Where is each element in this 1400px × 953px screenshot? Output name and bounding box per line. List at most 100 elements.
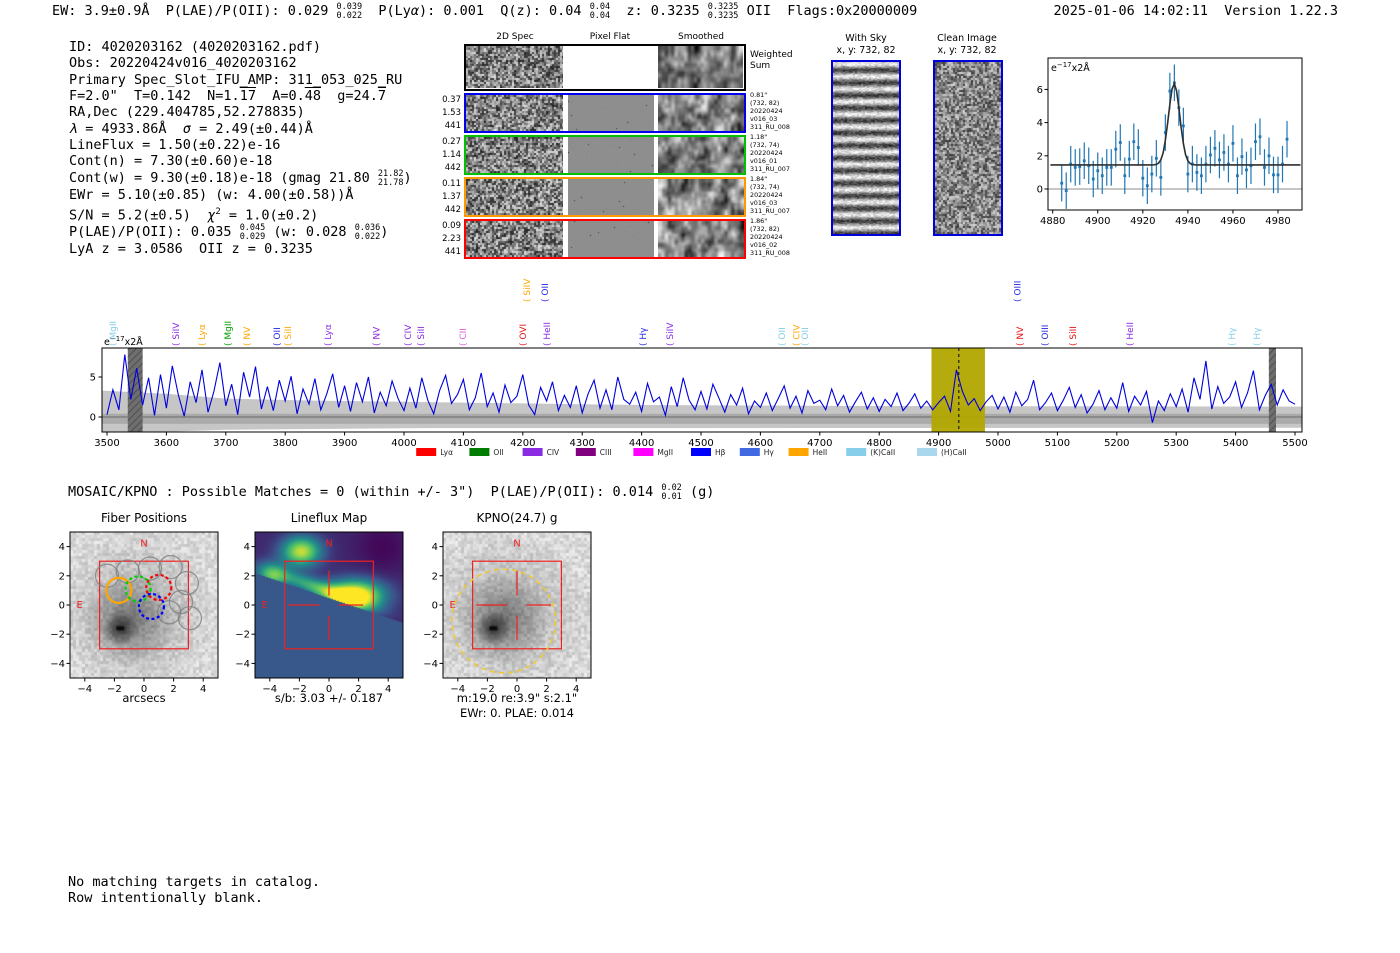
line-id-label: ( SiII xyxy=(417,326,427,346)
svg-text:4980: 4980 xyxy=(1265,216,1290,227)
fiber-row-details: 1.86" (732, 82) 20220424 v016_02 311_RU_008 xyxy=(750,217,790,257)
svg-text:0: 0 xyxy=(141,684,147,695)
fiber-pixel-flat-image xyxy=(568,221,654,257)
svg-text:4920: 4920 xyxy=(1130,216,1155,227)
svg-text:3600: 3600 xyxy=(154,438,179,449)
svg-text:4960: 4960 xyxy=(1220,216,1245,227)
line-id-label: ( OII xyxy=(541,283,551,302)
fiber_positions-image xyxy=(70,532,218,678)
compass-north-label: N xyxy=(325,539,332,550)
fiber-row-details: 1.18" (732, 74) 20220424 v016_01 311_RU_007 xyxy=(750,133,790,173)
svg-text:2: 2 xyxy=(1037,151,1043,162)
fiber-smoothed-image xyxy=(658,179,744,215)
legend-label: Lyα xyxy=(440,448,453,457)
svg-text:−4: −4 xyxy=(50,659,65,670)
fiber-row-weights: 0.11 1.37 442 xyxy=(442,179,461,215)
svg-text:0: 0 xyxy=(59,601,65,612)
cutout-title: KPNO(24.7) g xyxy=(476,511,558,525)
compass-east-label: E xyxy=(76,600,82,611)
fiber-pixel-flat-image xyxy=(568,137,654,173)
spec2d-column-title: 2D Spec xyxy=(496,32,534,42)
fiber-smoothed-image xyxy=(658,95,744,131)
timestamp-version: 2025-01-06 14:02:11 Version 1.22.3 xyxy=(1053,3,1338,19)
svg-text:3900: 3900 xyxy=(332,438,357,449)
svg-text:3800: 3800 xyxy=(272,438,297,449)
catalog-footer: No matching targets in catalog. Row inten… xyxy=(68,874,320,906)
svg-text:4700: 4700 xyxy=(807,438,832,449)
svg-text:4800: 4800 xyxy=(866,438,891,449)
legend-swatch xyxy=(469,448,490,456)
spectrum-legend: Lyα OII CIV CIII MgII Hβ Hγ HeII (K)CaII (H)CaII xyxy=(416,448,967,457)
lineflux_map-image xyxy=(255,532,403,678)
svg-text:−2: −2 xyxy=(50,630,65,641)
svg-text:0: 0 xyxy=(432,601,438,612)
legend-label: MgII xyxy=(657,448,673,457)
legend-swatch xyxy=(846,448,867,456)
svg-text:2: 2 xyxy=(543,684,549,695)
footer-line: No matching targets in catalog. xyxy=(68,874,320,890)
svg-text:4900: 4900 xyxy=(1085,216,1110,227)
line-id-label: ( Hγ xyxy=(1228,327,1238,346)
sky-canvas xyxy=(833,62,899,234)
line-id-label: ( Lyα xyxy=(198,324,208,346)
svg-text:−2: −2 xyxy=(107,684,122,695)
svg-text:5: 5 xyxy=(90,373,96,384)
line-fit-inset-plot: 4880 4900 4920 4940 4960 4980 0 2 4 6 e−17x2Å xyxy=(1037,57,1303,227)
info-line: RA,Dec (229.404785,52.278835) xyxy=(69,104,305,121)
svg-text:4: 4 xyxy=(59,542,65,553)
extraction-box xyxy=(283,560,375,650)
fiber-circles xyxy=(94,554,203,631)
info-line: F=2.0" T=0.142 N=1.17 A=0.48 g=24.7 xyxy=(69,88,387,105)
cutout-overlay: −4 −2 0 2 4 −4 −2 0 2 4 N E xyxy=(50,531,219,695)
spec2d-weighted-row xyxy=(464,44,746,91)
svg-text:−2: −2 xyxy=(292,684,307,695)
info-line: EWr = 5.10(±0.85) (w: 4.00(±0.58))Å xyxy=(69,187,354,204)
fiber-row-weights: 0.09 2.23 441 xyxy=(442,221,461,257)
spectrum-axes: 3500 3600 3700 3800 3900 4000 4100 4200 4300 4400… xyxy=(90,373,1308,450)
line-id-label: ( OIII xyxy=(1041,325,1051,346)
line-id-label: ( OII xyxy=(778,327,788,346)
info-line: LyA z = 3.0586 OII z = 0.3235 xyxy=(69,241,313,258)
fiber-row-weights: 0.37 1.53 441 xyxy=(442,95,461,131)
line-id-label: ( SiII xyxy=(1069,326,1079,346)
line-id-label: ( SiIV xyxy=(666,322,676,346)
line-id-label: ( OVI xyxy=(519,324,529,346)
line-id-label: ( CIV xyxy=(793,324,803,346)
line-id-label: ( Hγ xyxy=(639,327,649,346)
legend-swatch xyxy=(416,448,437,456)
cutout-title: Fiber Positions xyxy=(100,511,188,525)
fiber-smoothed-image xyxy=(658,221,744,257)
legend-swatch xyxy=(575,448,596,456)
svg-text:4: 4 xyxy=(200,684,206,695)
info-line: λ = 4933.86Å σ = 2.49(±0.44)Å xyxy=(69,120,313,137)
extraction-box xyxy=(471,560,563,650)
svg-text:5200: 5200 xyxy=(1104,438,1129,449)
line-id-label: ( CII xyxy=(459,328,469,346)
svg-text:5500: 5500 xyxy=(1282,438,1307,449)
svg-text:4880: 4880 xyxy=(1040,216,1065,227)
svg-text:2: 2 xyxy=(244,571,250,582)
svg-text:3700: 3700 xyxy=(213,438,238,449)
svg-text:5400: 5400 xyxy=(1223,438,1248,449)
info-line: P(LAE)/P(OII): 0.035 0.045 0.029 (w: 0.02… xyxy=(69,222,389,242)
line-id-label: ( NV xyxy=(373,326,383,346)
spectrum-line xyxy=(106,354,1296,423)
inset-axes: 4880 4900 4920 4940 4960 4980 0 2 4 6 xyxy=(1037,85,1291,227)
clean-image xyxy=(933,60,1003,236)
inset-data xyxy=(1048,64,1302,209)
legend-swatch xyxy=(917,448,937,456)
cutout-overlay: −4 −2 0 2 4 −4 −2 0 2 4 N E xyxy=(423,531,592,695)
sky-panel-title: With Sky x, y: 732, 82 xyxy=(836,33,896,56)
legend-label: HeII xyxy=(813,448,828,457)
line-id-label: ( MgII xyxy=(224,321,234,346)
svg-text:−4: −4 xyxy=(423,659,438,670)
aperture-circle xyxy=(451,568,557,674)
svg-text:4: 4 xyxy=(432,542,438,553)
fiber-smoothed-image xyxy=(658,137,744,173)
spectrum-frame xyxy=(101,347,1303,433)
spectrum-unit-label: e−17x2Å xyxy=(104,335,143,348)
svg-text:4500: 4500 xyxy=(688,438,713,449)
